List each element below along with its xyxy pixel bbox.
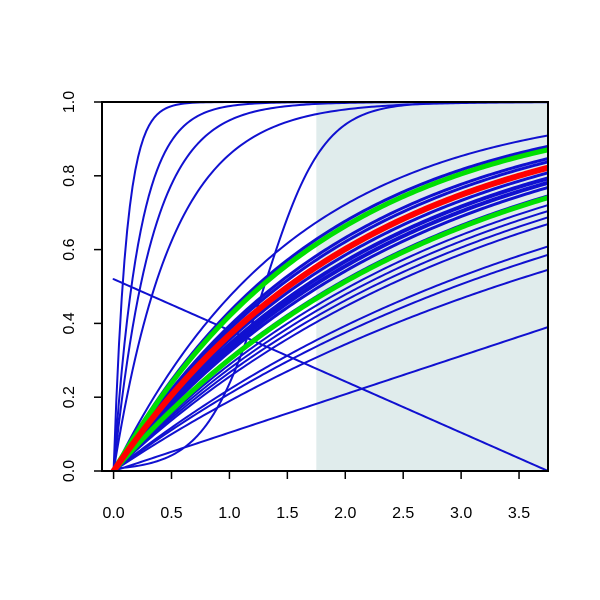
x-tick-label: 3.0 (450, 505, 472, 522)
series-line-24 (112, 134, 548, 471)
y-tick-label: 0.0 (61, 460, 78, 482)
series-line-18 (111, 176, 548, 471)
x-tick-label: 0.0 (102, 505, 124, 522)
series-line-9 (112, 253, 548, 471)
x-tick-label: 0.5 (160, 505, 182, 522)
axes: 0.0 0.5 1.0 1.5 2.0 2.5 3.0 3.5 0.0 0.2 0.4 0.6 0.8 1… (61, 91, 549, 522)
x-tick-label: 2.0 (334, 505, 356, 522)
series-line-27 (110, 164, 548, 471)
x-tick-label: 1.0 (218, 505, 240, 522)
series-group (110, 102, 548, 471)
y-tick-label: 0.2 (61, 386, 78, 408)
plot-frame (101, 101, 549, 472)
plot-area (110, 102, 548, 471)
y-tick-label: 1.0 (61, 91, 78, 113)
x-tick-label: 1.5 (276, 505, 298, 522)
series-line-21 (112, 157, 548, 471)
y-tick-label: 0.6 (61, 238, 78, 260)
series-line-26 (111, 147, 548, 471)
series-line-11 (112, 223, 548, 471)
series-line-12 (112, 216, 548, 471)
x-tick-label: 2.5 (392, 505, 414, 522)
series-line-13 (112, 210, 548, 471)
series-line-25 (111, 195, 548, 471)
y-tick-label: 0.4 (61, 312, 78, 334)
y-tick-label: 0.8 (61, 165, 78, 187)
series-line-6 (112, 278, 548, 471)
series-line-1 (112, 102, 548, 471)
x-tick-label: 3.5 (508, 505, 530, 522)
series-line-10 (112, 245, 548, 471)
series-line-8 (112, 268, 548, 471)
series-line-14 (112, 204, 548, 471)
series-line-7 (112, 326, 548, 471)
